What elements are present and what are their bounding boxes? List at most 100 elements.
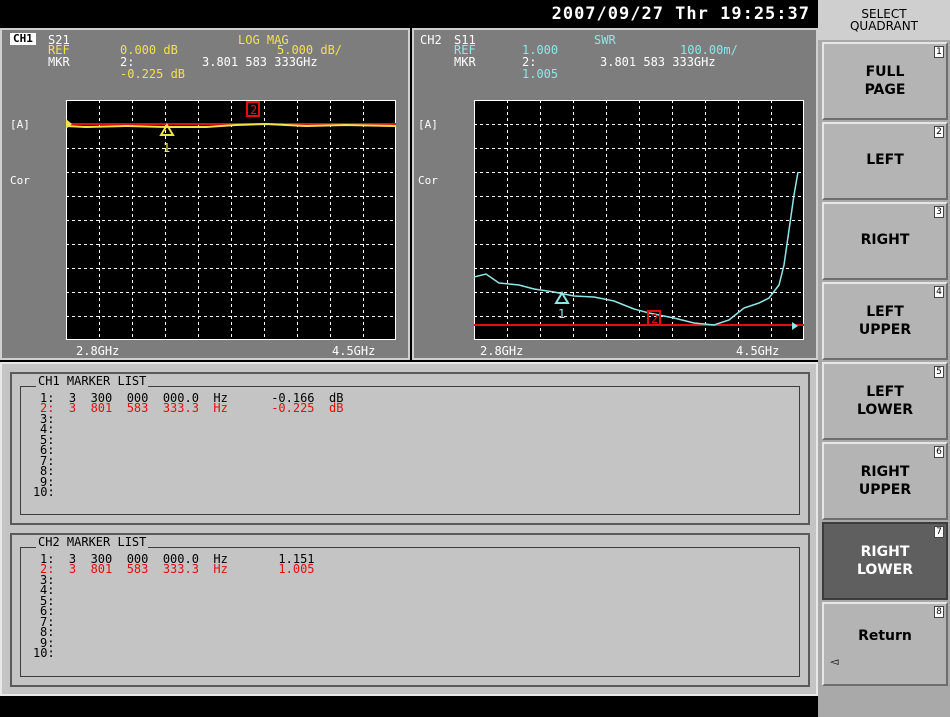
ch1-display-panel[interactable]: CH1 S21 REF MKR LOG MAG 0.000 dB 5.000 d… [0,28,410,360]
ch2-ref-value: 1.000 [522,43,559,57]
ch1-correction-label: Cor [10,174,30,187]
softkey-right-upper[interactable]: 6 RIGHT UPPER [822,442,948,520]
ch1-mkr-num: 2: [120,55,135,69]
ch2-stop-freq: 4.5GHz [736,344,780,358]
softkey-6-line1: RIGHT [860,464,910,480]
ch2-marker-row-3: 3: [40,573,55,587]
softkey-2-line1: LEFT [866,152,904,168]
softkey-6-line2: UPPER [858,482,912,498]
ch1-marker-row-8: 8: [40,464,55,478]
ch2-plot-area[interactable]: 1 2 [473,100,804,340]
bottom-status-bar [0,696,818,717]
ch1-stop-freq: 4.5GHz [332,344,376,358]
ch1-marker-2-label: 2 [250,103,257,117]
ch2-marker-list-border [20,547,800,677]
ch2-marker-row-6: 6: [40,604,55,618]
ch1-param: S21 [48,33,70,47]
softkey-4-line2: UPPER [858,322,912,338]
ch1-marker-2-icon [246,101,260,117]
ch1-mkr-freq: 3.801 583 333GHz [202,55,318,69]
ch1-marker-row-3: 3: [40,412,55,426]
softkey-right-lower[interactable]: 7 RIGHT LOWER [822,522,948,600]
ch2-marker-row-2: 2: 3 801 583 333.3 Hz 1.005 [40,562,315,576]
ch1-scale: 5.000 dB/ [277,43,343,57]
softkey-number-7: 7 [934,526,944,538]
ch1-marker-list-title: CH1 MARKER LIST [36,374,149,388]
ch2-stop-pointer-icon [792,322,798,330]
softkey-menu-title-line2: QUADRANT [849,19,919,33]
ch2-marker-2-label: 2 [651,312,658,326]
ch2-correction-label: Cor [418,174,438,187]
ch2-format: SWR [594,33,616,47]
ch1-marker-list-border [20,386,800,515]
softkey-4-line1: LEFT [866,304,904,320]
softkey-1-line1: FULL [865,64,905,80]
ch2-scale: 100.00m/ [680,43,738,57]
return-arrow-icon: ◅ [830,655,839,668]
ch1-marker-row-2: 2: 3 801 583 333.3 Hz -0.225 dB [40,401,344,415]
ch1-marker-list[interactable]: CH1 MARKER LIST 1: 3 300 000 000.0 Hz -0… [10,372,810,525]
softkey-left-lower[interactable]: 5 LEFT LOWER [822,362,948,440]
softkey-number-5: 5 [934,366,944,378]
softkey-menu-title-line1: SELECT [861,7,907,21]
status-bar: 2007/09/27 Thr 19:25:37 [0,0,818,28]
ch1-marker-1-label: 1 [163,141,170,155]
ch1-ref-label: REF [48,43,70,57]
softkey-full-page[interactable]: 1 FULL PAGE [822,42,948,120]
ch2-mkr-label: MKR [454,55,476,69]
softkey-menu-title: SELECT QUADRANT [818,0,950,40]
ch2-marker-1-label: 1 [558,307,565,321]
ch1-mkr-value: -0.225 dB [120,67,186,81]
softkey-panel: SELECT QUADRANT 1 FULL PAGE 2 LEFT 3 RIG… [818,0,950,717]
ch1-marker-row-4: 4: [40,422,55,436]
ch2-graticule: 1 2 [473,100,804,340]
softkey-3-line1: RIGHT [860,232,910,248]
ch2-indicator: CH2 [420,33,442,47]
softkey-5-line1: LEFT [866,384,904,400]
softkey-return[interactable]: 8 Return ◅ [822,602,948,686]
softkey-number-8: 8 [934,606,944,618]
softkey-5-line2: LOWER [856,402,914,418]
ch1-active-indicator: CH1 [10,33,36,45]
ch1-marker-1-icon [159,123,175,136]
ch1-marker-row-9: 9: [40,475,55,489]
ch2-marker-row-5: 5: [40,594,55,608]
ch1-graticule: 1 2 [65,100,397,340]
softkey-8-line1: Return [858,628,912,644]
ch1-marker-row-5: 5: [40,433,55,447]
softkey-left-upper[interactable]: 4 LEFT UPPER [822,282,948,360]
ch1-marker-row-1: 1: 3 300 000 000.0 Hz -0.166 dB [40,391,344,405]
ch2-mkr-num: 2: [522,55,537,69]
ch1-trigger-label: [A] [10,118,30,131]
softkey-7-line1: RIGHT [860,544,910,560]
ch1-start-freq: 2.8GHz [76,344,120,358]
ch1-ref-pointer-icon [66,119,72,129]
ch2-marker-list[interactable]: CH2 MARKER LIST 1: 3 300 000 000.0 Hz 1.… [10,533,810,687]
ch1-marker-row-7: 7: [40,454,55,468]
ch2-ref-label: REF [454,43,476,57]
softkey-7-line2: LOWER [856,562,914,578]
ch2-start-freq: 2.8GHz [480,344,524,358]
softkey-number-4: 4 [934,286,944,298]
ch2-mkr-freq: 3.801 583 333GHz [600,55,716,69]
ch2-marker-row-8: 8: [40,625,55,639]
ch1-plot-area[interactable]: 1 2 [65,100,397,340]
ch2-marker-row-1: 1: 3 300 000 000.0 Hz 1.151 [40,552,315,566]
ch2-marker-row-7: 7: [40,615,55,629]
ch2-marker-2-icon [647,310,661,326]
softkey-number-3: 3 [934,206,944,218]
ch1-format: LOG MAG [238,33,289,47]
softkey-number-2: 2 [934,126,944,138]
ch2-trace [473,171,799,326]
ch1-marker-row-10: 10: [33,485,55,499]
ch2-marker-row-4: 4: [40,583,55,597]
ch1-trace [65,122,397,129]
softkey-right[interactable]: 3 RIGHT [822,202,948,280]
ch2-display-panel[interactable]: CH2 S11 REF MKR SWR 1.000 100.00m/ 2: 3.… [412,28,818,360]
ch2-marker-1-icon [554,291,570,304]
softkey-number-1: 1 [934,46,944,58]
ch2-marker-row-10: 10: [33,646,55,660]
ch1-marker-row-6: 6: [40,443,55,457]
softkey-left[interactable]: 2 LEFT [822,122,948,200]
ch2-marker-row-9: 9: [40,636,55,650]
